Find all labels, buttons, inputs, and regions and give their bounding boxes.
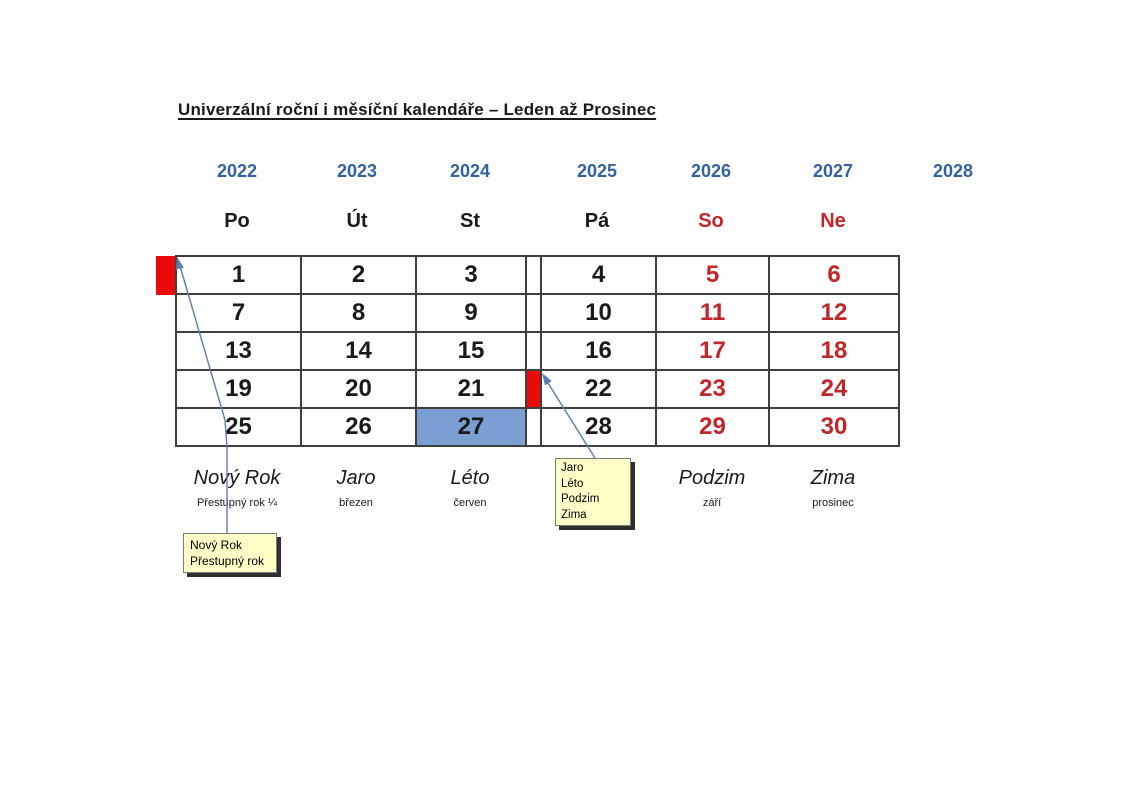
season-month-label: září xyxy=(702,497,722,509)
day-cell[interactable]: 17 xyxy=(656,332,769,370)
day-cell[interactable]: 8 xyxy=(301,294,416,332)
day-cell[interactable]: 11 xyxy=(656,294,769,332)
day-cell[interactable]: 3 xyxy=(416,256,526,294)
year-label-2026: 2026 xyxy=(690,161,732,181)
day-cell[interactable]: 13 xyxy=(176,332,301,370)
day-cell[interactable]: 1 xyxy=(176,256,301,294)
season-month-label: červen xyxy=(453,497,487,509)
note-line: Podzim xyxy=(561,493,600,505)
divider-cell xyxy=(526,294,541,332)
calendar-table: 1 2 3 4 5 6 7 8 9 10 11 12 13 14 15 16 1… xyxy=(175,255,900,447)
day-header-so: So xyxy=(698,210,724,232)
day-header-pa: Pá xyxy=(584,210,610,232)
note-line: Léto xyxy=(561,477,584,490)
day-cell[interactable]: 4 xyxy=(541,256,656,294)
day-header-ut: Út xyxy=(346,210,368,232)
season-month-label: březen xyxy=(339,497,373,509)
seasons-callout-note[interactable]: Jaro Léto Podzim Zima xyxy=(555,458,631,526)
season-label: Zima xyxy=(810,467,856,489)
note-line: Zima xyxy=(561,508,587,521)
day-cell[interactable]: 29 xyxy=(656,408,769,446)
season-label: Jaro xyxy=(336,467,376,489)
year-label-2024: 2024 xyxy=(449,161,491,181)
day-header-po: Po xyxy=(224,210,250,232)
day-cell[interactable]: 21 xyxy=(416,370,526,408)
red-week-marker[interactable] xyxy=(526,370,541,408)
season-label: Podzim xyxy=(678,467,746,489)
day-cell[interactable]: 15 xyxy=(416,332,526,370)
divider-cell xyxy=(526,256,541,294)
day-cell[interactable]: 18 xyxy=(769,332,899,370)
season-month-label: prosinec xyxy=(812,497,854,509)
day-cell[interactable]: 24 xyxy=(769,370,899,408)
note-line: Nový Rok xyxy=(190,538,243,552)
day-cell[interactable]: 23 xyxy=(656,370,769,408)
day-cell[interactable]: 22 xyxy=(541,370,656,408)
highlighted-day-cell[interactable]: 27 xyxy=(416,408,526,446)
year-label-2022: 2022 xyxy=(216,161,258,181)
divider-cell xyxy=(526,408,541,446)
day-header-ne: Ne xyxy=(820,210,846,232)
day-cell[interactable]: 12 xyxy=(769,294,899,332)
day-cell[interactable]: 20 xyxy=(301,370,416,408)
day-cell[interactable]: 2 xyxy=(301,256,416,294)
year-label-2025: 2025 xyxy=(576,161,618,181)
year-label-2027: 2027 xyxy=(812,161,854,181)
day-cell[interactable]: 6 xyxy=(769,256,899,294)
day-cell[interactable]: 30 xyxy=(769,408,899,446)
day-cell[interactable]: 16 xyxy=(541,332,656,370)
day-cell[interactable]: 9 xyxy=(416,294,526,332)
red-month-marker[interactable] xyxy=(156,256,176,295)
day-cell[interactable]: 28 xyxy=(541,408,656,446)
divider-cell xyxy=(526,332,541,370)
day-cell[interactable]: 19 xyxy=(176,370,301,408)
day-header-st: St xyxy=(460,210,480,232)
day-cell[interactable]: 26 xyxy=(301,408,416,446)
season-label: Léto xyxy=(450,467,490,489)
day-cell[interactable]: 25 xyxy=(176,408,301,446)
note-line: Přestupný rok xyxy=(190,554,265,568)
year-label-2028: 2028 xyxy=(932,161,974,181)
day-cell[interactable]: 14 xyxy=(301,332,416,370)
day-cell[interactable]: 10 xyxy=(541,294,656,332)
note-line: Jaro xyxy=(561,462,584,474)
day-cell[interactable]: 5 xyxy=(656,256,769,294)
page-title: Univerzální roční i měsíční kalendáře – … xyxy=(178,100,657,119)
newyear-callout-note[interactable]: Nový Rok Přestupný rok xyxy=(183,533,277,573)
day-cell[interactable]: 7 xyxy=(176,294,301,332)
year-label-2023: 2023 xyxy=(336,161,378,181)
